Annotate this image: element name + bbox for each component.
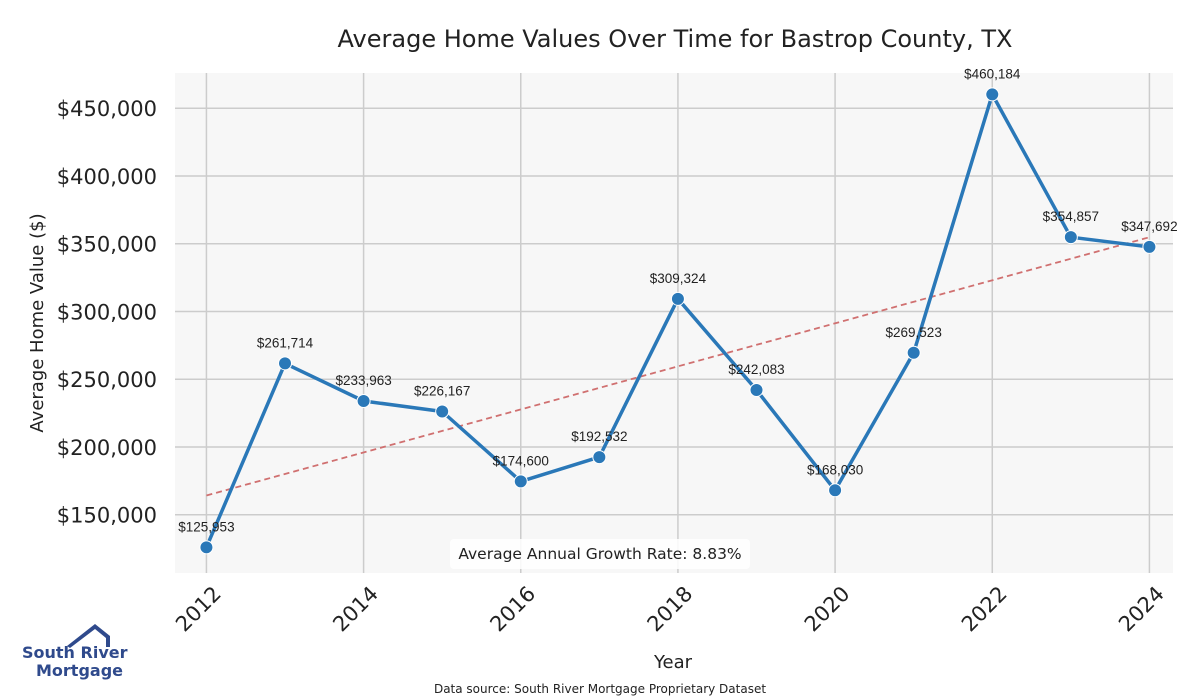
x-tick-label: 2014	[328, 582, 383, 637]
growth-rate-text: Average Annual Growth Rate: 8.83%	[458, 545, 741, 563]
company-logo: South River Mortgage	[22, 624, 128, 680]
data-point	[513, 474, 528, 489]
x-tick-label: 2022	[957, 582, 1012, 637]
x-tick-label: 2020	[800, 582, 855, 637]
data-point	[828, 483, 843, 498]
y-axis-ticks: $150,000 $200,000 $250,000 $300,000 $350,000…	[57, 97, 157, 528]
y-tick-label: $300,000	[57, 300, 157, 324]
data-point	[278, 356, 293, 371]
growth-rate-box: Average Annual Growth Rate: 8.83%	[450, 539, 750, 569]
y-tick-label: $250,000	[57, 368, 157, 392]
x-axis-ticks: 2012 2014 2016 2018 2020 2022 2024	[171, 582, 1169, 637]
x-tick-label: 2018	[643, 582, 698, 637]
data-point	[985, 87, 1000, 102]
data-points	[199, 87, 1157, 555]
data-label: $168,030	[807, 462, 863, 477]
y-tick-label: $150,000	[57, 504, 157, 528]
chart-title: Average Home Values Over Time for Bastro…	[338, 25, 1013, 53]
data-point	[1142, 239, 1157, 254]
data-labels: $125,953 $261,714 $233,963 $226,167 $174,600…	[178, 66, 1177, 534]
growth-rate-background	[450, 539, 750, 569]
data-point	[356, 393, 371, 408]
data-label: $354,857	[1043, 209, 1099, 224]
data-label: $269,523	[886, 325, 942, 340]
y-axis-label: Average Home Value ($)	[27, 213, 48, 432]
x-tick-label: 2024	[1114, 582, 1169, 637]
data-point	[670, 291, 685, 306]
data-point	[592, 450, 607, 465]
data-label: $174,600	[493, 453, 549, 468]
logo-line-2: Mortgage	[36, 661, 123, 680]
plot-area	[175, 73, 1173, 573]
data-point	[906, 345, 921, 360]
x-tick-label: 2016	[485, 582, 540, 637]
data-label: $347,692	[1121, 219, 1177, 234]
logo-line-1: South River	[22, 643, 128, 662]
trendline-dashed	[206, 236, 1150, 497]
data-point	[1063, 230, 1078, 245]
grid-lines	[175, 73, 1173, 573]
data-point	[435, 404, 450, 419]
data-label: $233,963	[335, 373, 391, 388]
data-point	[749, 382, 764, 397]
y-tick-label: $200,000	[57, 436, 157, 460]
y-tick-label: $450,000	[57, 97, 157, 121]
y-tick-label: $350,000	[57, 233, 157, 257]
data-point	[199, 540, 214, 555]
x-tick-label: 2012	[171, 582, 226, 637]
house-roof-icon	[67, 624, 110, 648]
x-axis-label: Year	[653, 652, 693, 673]
data-label: $261,714	[257, 335, 314, 350]
data-label: $242,083	[728, 362, 784, 377]
data-label: $192,532	[571, 429, 627, 444]
data-label: $309,324	[650, 271, 707, 286]
data-label: $460,184	[964, 66, 1021, 81]
data-source-note: Data source: South River Mortgage Propri…	[434, 682, 766, 696]
y-tick-label: $400,000	[57, 165, 157, 189]
data-label: $125,953	[178, 519, 234, 534]
data-label: $226,167	[414, 384, 470, 399]
trendline	[206, 236, 1150, 497]
